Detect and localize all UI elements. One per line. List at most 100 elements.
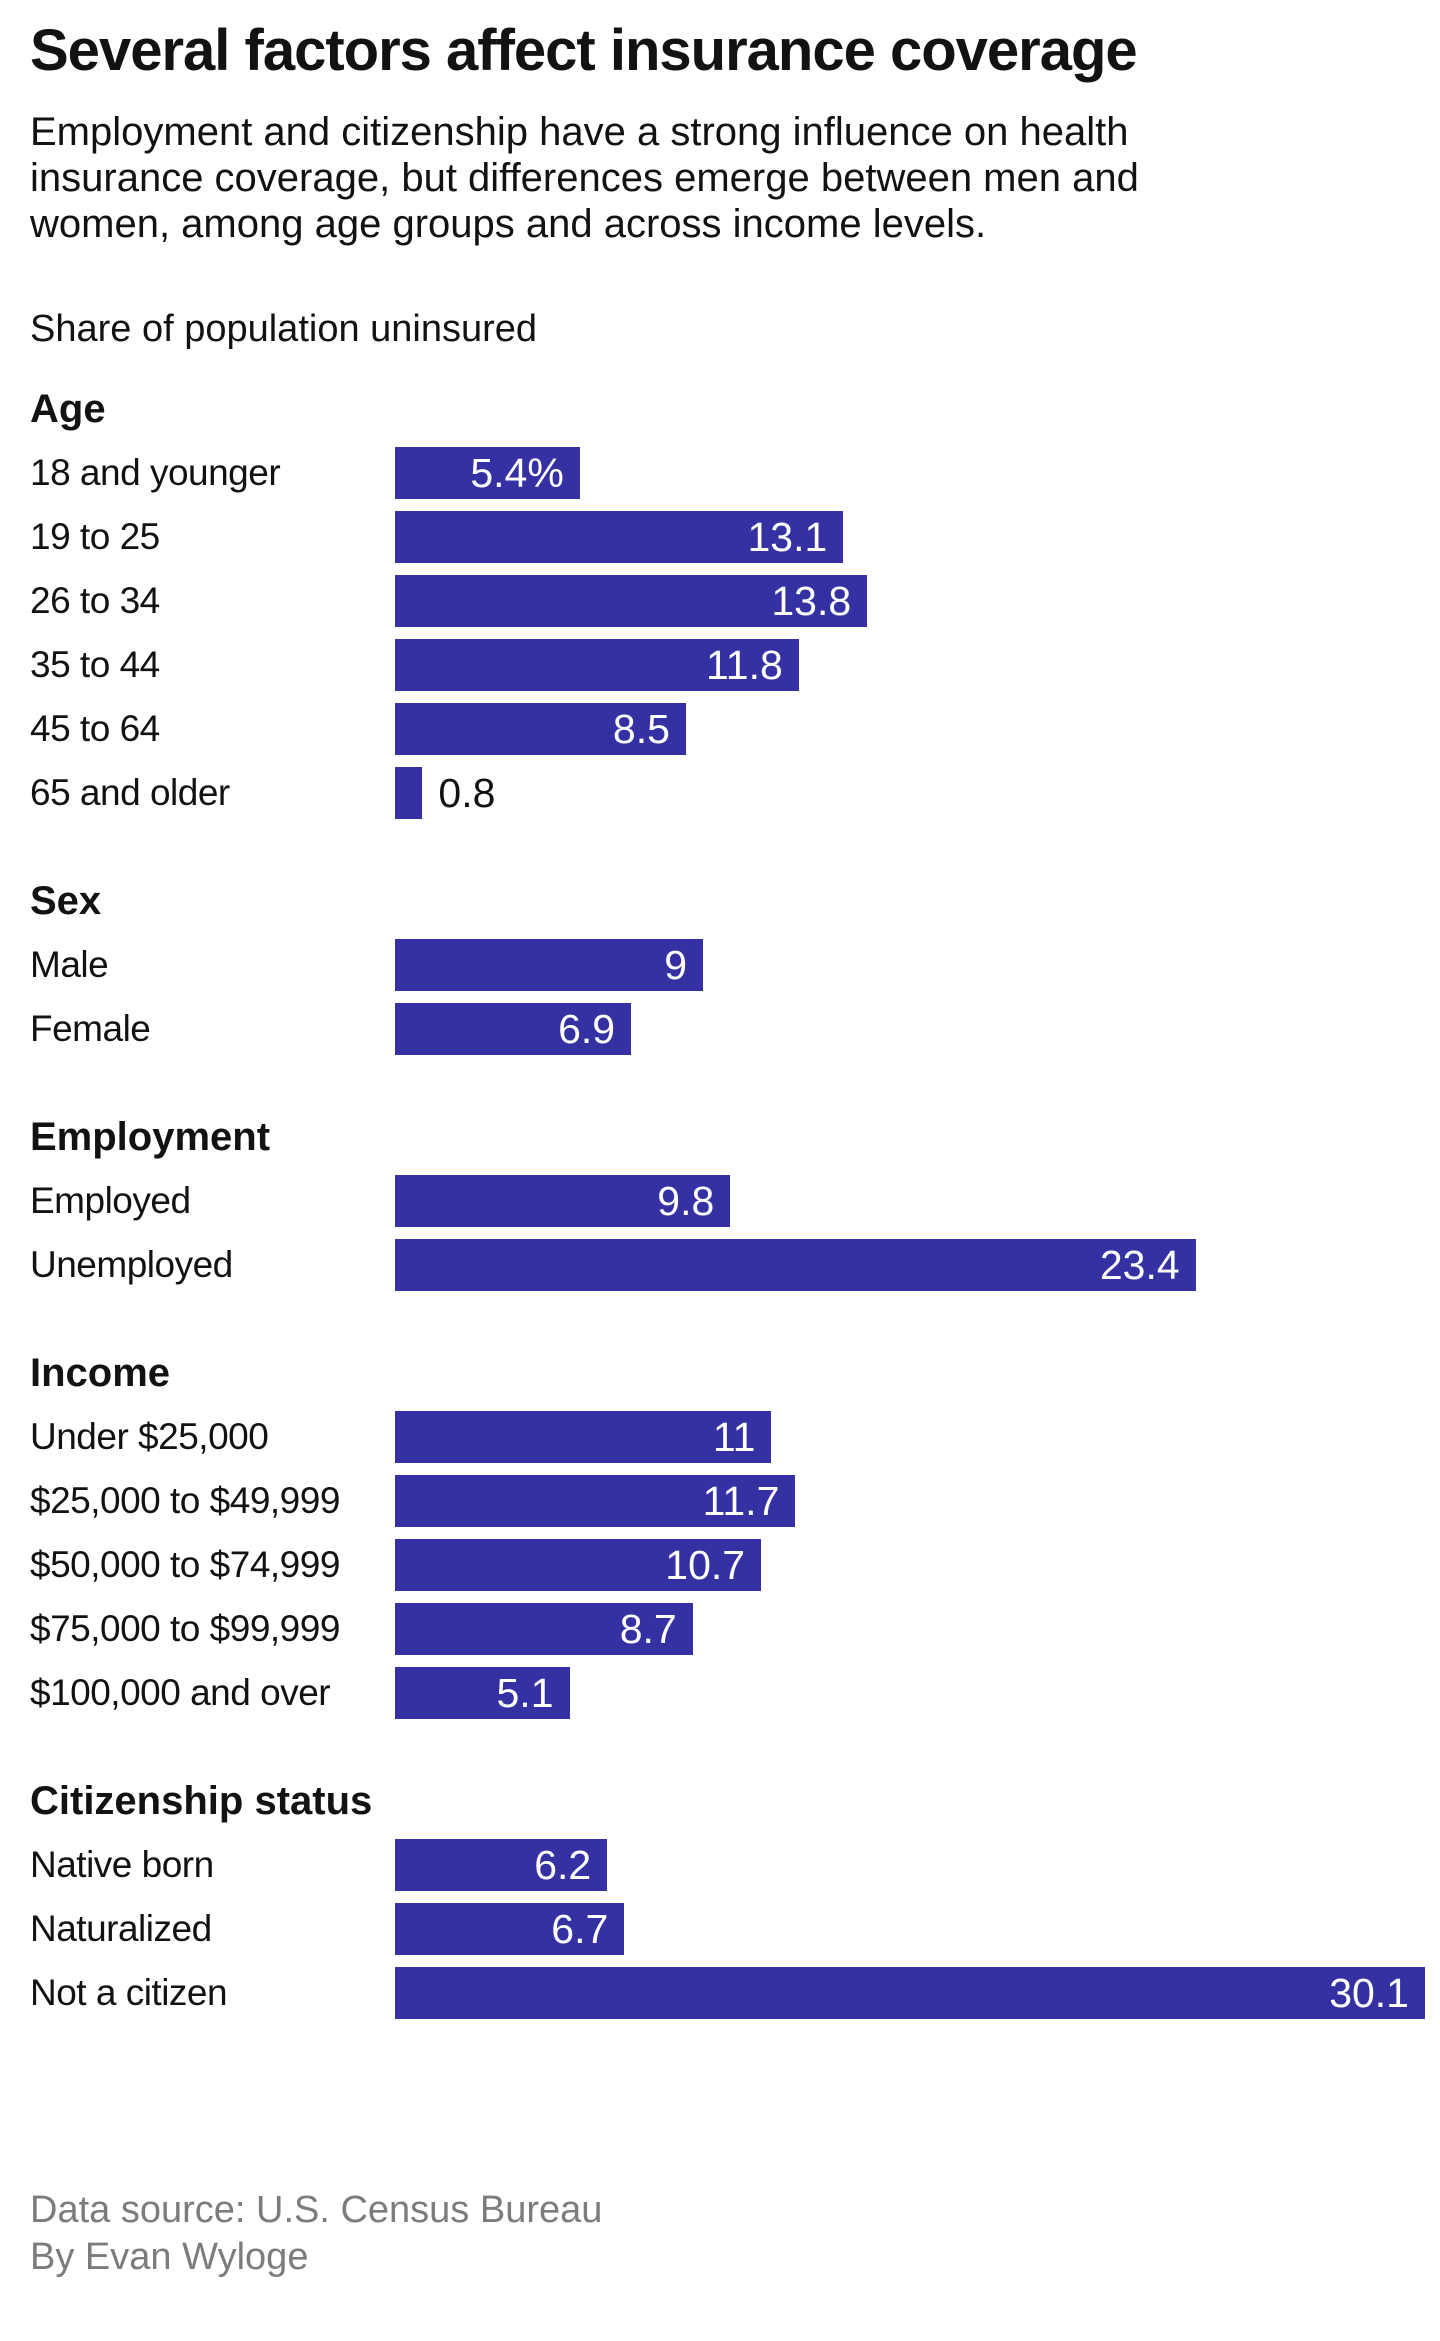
section-header: Income (30, 1351, 171, 1395)
bar-track: 10.7 (395, 1539, 1440, 1591)
chart-section-sex: Sex Male 9 Female 6.9 (30, 877, 1440, 1055)
bar: 8.5 (395, 703, 686, 755)
chart-section-citizenship-status: Citizenship status Native born 6.2 Naturali… (30, 1777, 1440, 2019)
bar-track: 9 (395, 939, 1440, 991)
row-label: Under $25,000 (30, 1416, 269, 1457)
row-label: Naturalized (30, 1908, 212, 1949)
chart-row: $50,000 to $74,999 10.7 (30, 1539, 1440, 1591)
row-label: 26 to 34 (30, 580, 160, 621)
chart-row: Male 9 (30, 939, 1440, 991)
section-header: Citizenship status (30, 1779, 373, 1823)
bar-track: 8.7 (395, 1603, 1440, 1655)
footer-byline: By Evan Wyloge (30, 2236, 309, 2278)
bar-value: 23.4 (1099, 1241, 1180, 1288)
bar-track: 6.7 (395, 1903, 1440, 1955)
bar-track: 11 (395, 1411, 1440, 1463)
row-label: $50,000 to $74,999 (30, 1544, 340, 1585)
bar: 11.7 (395, 1475, 796, 1527)
chart-row: Under $25,000 11 (30, 1411, 1440, 1463)
bar-value: 0.8 (438, 769, 496, 816)
chart-row: 45 to 64 8.5 (30, 703, 1440, 755)
chart-row: 26 to 34 13.8 (30, 575, 1440, 627)
bar: 6.7 (395, 1903, 625, 1955)
bar-value: 13.1 (747, 513, 828, 560)
bar-value: 11 (712, 1413, 756, 1460)
bar-value: 10.7 (665, 1541, 746, 1588)
bar-value: 5.4% (470, 449, 564, 496)
bar-track: 13.1 (395, 511, 1440, 563)
bar-track: 5.1 (395, 1667, 1440, 1719)
chart-row: $100,000 and over 5.1 (30, 1667, 1440, 1719)
bar-value: 6.7 (551, 1905, 609, 1952)
bar: 5.1 (395, 1667, 570, 1719)
chart-row: 18 and younger 5.4% (30, 447, 1440, 499)
bar: 11 (395, 1411, 772, 1463)
bar-track: 9.8 (395, 1175, 1440, 1227)
row-label: Native born (30, 1844, 214, 1885)
bar-value: 9 (664, 941, 687, 988)
section-header: Sex (30, 879, 102, 923)
bar-track: 23.4 (395, 1239, 1440, 1291)
bar: 13.1 (395, 511, 844, 563)
bar: 6.9 (395, 1003, 632, 1055)
row-label: 19 to 25 (30, 516, 160, 557)
bar: 11.8 (395, 639, 799, 691)
bar-value: 11.8 (706, 641, 783, 688)
chart-row: Native born 6.2 (30, 1839, 1440, 1891)
chart-row: Employed 9.8 (30, 1175, 1440, 1227)
bar (395, 767, 423, 819)
row-label: 18 and younger (30, 452, 281, 493)
bar-value: 13.8 (771, 577, 852, 624)
chart-row: Naturalized 6.7 (30, 1903, 1440, 1955)
bar-track: 6.2 (395, 1839, 1440, 1891)
row-label: Unemployed (30, 1244, 233, 1285)
footer-source: Data source: U.S. Census Bureau (30, 2189, 603, 2231)
bar: 6.2 (395, 1839, 608, 1891)
bar: 9 (395, 939, 703, 991)
chart-row: Not a citizen 30.1 (30, 1967, 1440, 2019)
bar-track: 11.8 (395, 639, 1440, 691)
bar-value: 5.1 (496, 1669, 554, 1716)
row-label: 65 and older (30, 772, 230, 813)
chart-row: $25,000 to $49,999 11.7 (30, 1475, 1440, 1527)
row-label: Female (30, 1008, 151, 1049)
bar-track: 0.8 (395, 767, 1440, 819)
page-title: Several factors affect insurance coverag… (30, 18, 1138, 83)
footer: Data source: U.S. Census Bureau By Evan … (30, 2187, 1440, 2281)
bar: 23.4 (395, 1239, 1196, 1291)
section-header: Employment (30, 1115, 271, 1159)
chart-section-age: Age 18 and younger 5.4% 19 to 25 13.1 26 to 3… (30, 385, 1440, 819)
chart-row: Unemployed 23.4 (30, 1239, 1440, 1291)
page-subtitle: Employment and citizenship have a strong… (30, 110, 1139, 246)
bar-track: 30.1 (395, 1967, 1440, 2019)
bar-track: 5.4% (395, 447, 1440, 499)
chart-row: Female 6.9 (30, 1003, 1440, 1055)
bar: 10.7 (395, 1539, 762, 1591)
bar-value: 11.7 (702, 1477, 780, 1524)
row-label: Not a citizen (30, 1972, 228, 2013)
bar-chart: Age 18 and younger 5.4% 19 to 25 13.1 26 to 3… (30, 385, 1440, 2019)
bar: 13.8 (395, 575, 868, 627)
bar-track: 13.8 (395, 575, 1440, 627)
chart-row: 65 and older 0.8 (30, 767, 1440, 819)
bar-value: 30.1 (1329, 1969, 1409, 2016)
row-label: $25,000 to $49,999 (30, 1480, 340, 1521)
infographic: Several factors affect insurance coverag… (30, 18, 1440, 2281)
bar: 5.4% (395, 447, 580, 499)
section-header: Age (30, 387, 106, 431)
row-label: $100,000 and over (30, 1672, 331, 1713)
bar: 8.7 (395, 1603, 693, 1655)
chart-row: 35 to 44 11.8 (30, 639, 1440, 691)
bar-track: 8.5 (395, 703, 1440, 755)
row-label: 35 to 44 (30, 644, 160, 685)
row-label: Male (30, 944, 109, 985)
bar: 30.1 (395, 1967, 1425, 2019)
row-label: Employed (30, 1180, 191, 1221)
bar-value: 8.5 (612, 705, 670, 752)
chart-row: $75,000 to $99,999 8.7 (30, 1603, 1440, 1655)
bar-value: 6.2 (534, 1841, 592, 1888)
chart-row: 19 to 25 13.1 (30, 511, 1440, 563)
chart-section-income: Income Under $25,000 11 $25,000 to $49,999 1… (30, 1349, 1440, 1719)
bar-track: 11.7 (395, 1475, 1440, 1527)
chart-units-label: Share of population uninsured (30, 308, 538, 350)
